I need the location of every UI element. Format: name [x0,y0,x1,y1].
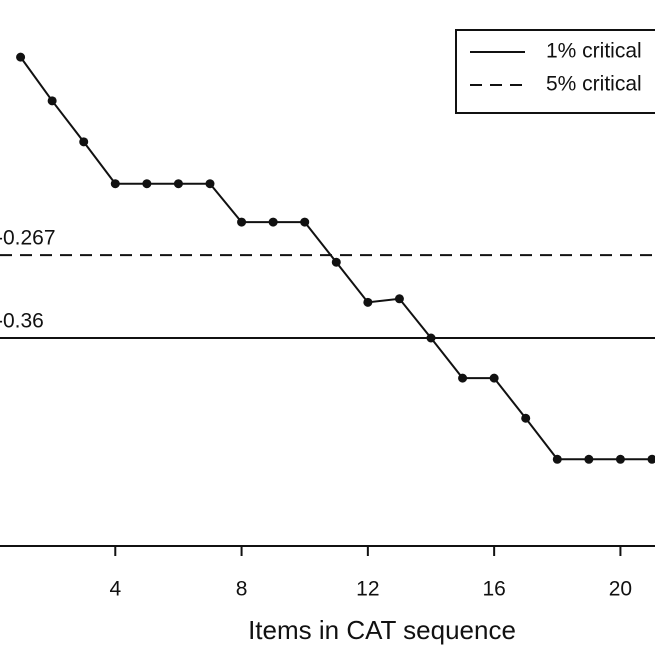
data-point [237,217,247,227]
data-point [426,333,436,343]
data-point [205,179,215,189]
data-point [300,217,310,227]
data-point [615,454,625,464]
x-tick-label: 4 [109,578,121,601]
data-point [363,297,373,307]
data-point [173,179,183,189]
x-axis-label: Items in CAT sequence [248,615,516,645]
reference-label: -0.267 [0,227,56,250]
data-point [331,257,341,267]
data-point [584,454,594,464]
reference-label: -0.36 [0,310,44,333]
data-point [47,96,57,106]
legend-label: 1% critical [546,40,642,63]
data-point [394,294,404,304]
x-tick-label: 20 [609,578,632,601]
data-point [110,179,120,189]
legend-box [455,29,655,114]
data-point [552,454,562,464]
data-point [458,373,468,383]
data-point [521,413,531,423]
data-point [16,52,26,62]
data-point [142,179,152,189]
x-tick-label: 12 [356,578,379,601]
data-point [79,137,89,147]
data-point [489,373,499,383]
legend-label: 5% critical [546,73,642,96]
data-point [647,454,655,464]
x-tick-label: 16 [482,578,505,601]
data-point [268,217,278,227]
x-tick-label: 8 [236,578,248,601]
